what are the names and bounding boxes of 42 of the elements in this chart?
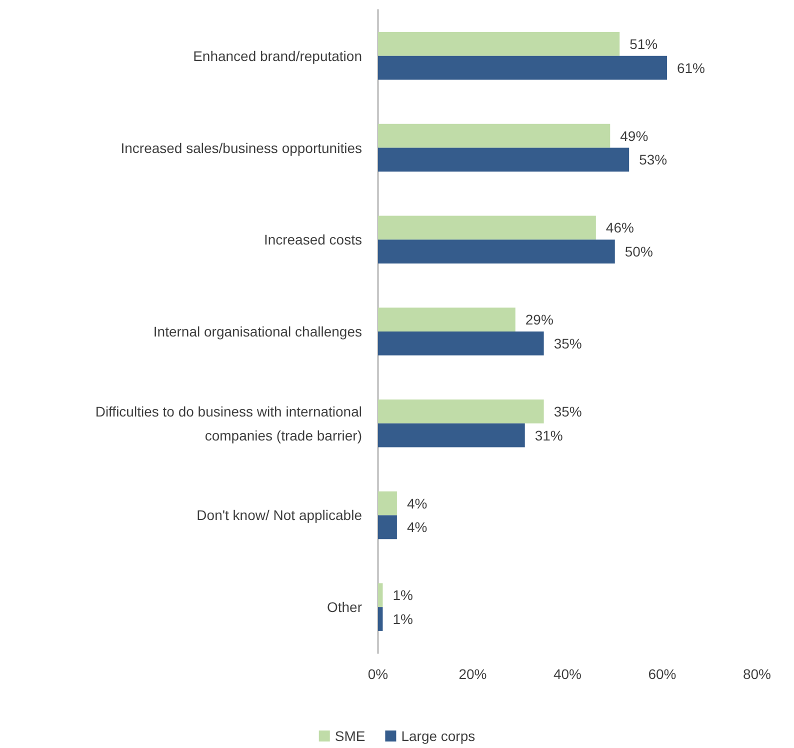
x-tick-label: 20% bbox=[458, 666, 487, 682]
bar bbox=[378, 583, 383, 608]
bar bbox=[378, 332, 544, 356]
bar bbox=[378, 32, 620, 56]
data-label: 35% bbox=[554, 403, 582, 420]
data-label: 50% bbox=[624, 244, 653, 260]
bar bbox=[378, 399, 544, 424]
bar bbox=[378, 423, 525, 448]
y-tick-label: Enhanced brand/reputation bbox=[193, 48, 362, 64]
bar bbox=[378, 124, 610, 148]
data-label: 51% bbox=[630, 36, 658, 52]
bar bbox=[378, 240, 615, 264]
legend-label: SME bbox=[334, 728, 366, 744]
data-label: 49% bbox=[620, 128, 648, 144]
data-label: 4% bbox=[406, 495, 428, 512]
x-tick-label: 0% bbox=[368, 666, 388, 682]
data-label: 46% bbox=[606, 220, 634, 236]
bar bbox=[378, 308, 516, 332]
data-label: 61% bbox=[676, 60, 706, 76]
data-label: 1% bbox=[392, 611, 413, 628]
data-label: 29% bbox=[525, 312, 554, 328]
y-tick-label: Don't know/ Not applicable bbox=[196, 507, 362, 524]
data-label: 53% bbox=[639, 152, 668, 168]
y-tick-label: Other bbox=[326, 599, 362, 616]
data-label: 35% bbox=[554, 335, 582, 352]
y-tick-label: Increased sales/business opportunities bbox=[120, 140, 362, 156]
x-tick-label: 60% bbox=[648, 666, 676, 682]
data-label: 4% bbox=[406, 519, 428, 536]
bar bbox=[378, 56, 667, 80]
y-tick-label: Increased costs bbox=[264, 232, 362, 248]
data-label: 31% bbox=[534, 427, 563, 444]
bar bbox=[378, 491, 397, 516]
data-label: 1% bbox=[392, 587, 413, 604]
legend-label: Large corps bbox=[401, 728, 476, 744]
bar bbox=[378, 607, 383, 631]
y-tick-label: Difficulties to do business with international companies (trade barrier) bbox=[95, 403, 362, 444]
bar bbox=[378, 515, 397, 540]
x-tick-label: 40% bbox=[553, 666, 582, 682]
y-tick-label: Internal organisational challenges bbox=[153, 324, 362, 340]
bar bbox=[378, 216, 596, 240]
x-tick-label: 80% bbox=[742, 666, 772, 682]
bar bbox=[378, 148, 630, 172]
